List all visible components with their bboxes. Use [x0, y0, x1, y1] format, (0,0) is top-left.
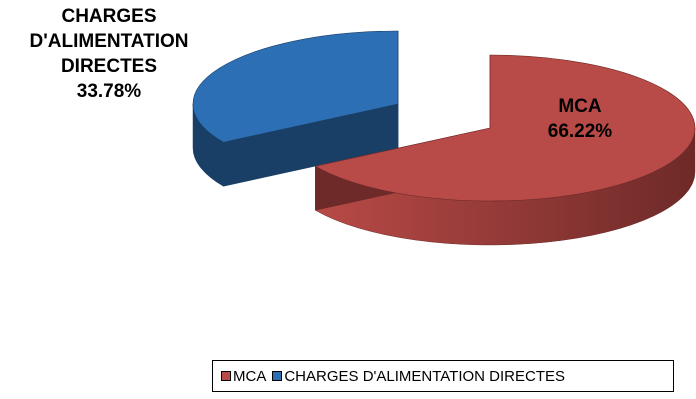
charges-label-line-2: D'ALIMENTATION — [29, 31, 189, 52]
charges-label-percent: 33.78% — [76, 81, 142, 102]
legend-swatch-mca — [221, 371, 231, 381]
mca-data-label: MCA 66.22% — [530, 94, 630, 144]
mca-label-percent: 66.22% — [547, 121, 613, 142]
charges-data-label: CHARGES D'ALIMENTATION DIRECTES 33.78% — [0, 4, 218, 104]
mca-slice-top — [314, 54, 696, 202]
legend-item-mca: MCA — [221, 368, 266, 385]
mca-label-name: MCA — [558, 96, 602, 117]
legend-label-mca: MCA — [233, 367, 267, 385]
legend-swatch-charges — [272, 371, 283, 381]
charges-label-line-1: CHARGES — [61, 6, 157, 27]
charges-label-line-3: DIRECTES — [60, 56, 158, 77]
legend-label-charges: CHARGES D'ALIMENTATION DIRECTES — [284, 367, 566, 385]
chart-legend: MCA CHARGES D'ALIMENTATION DIRECTES — [212, 360, 674, 392]
charges-slice-top — [192, 30, 399, 143]
legend-item-charges: CHARGES D'ALIMENTATION DIRECTES — [272, 368, 565, 385]
